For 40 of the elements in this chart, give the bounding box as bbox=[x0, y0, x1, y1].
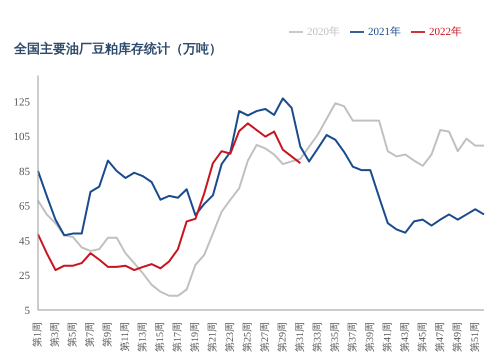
y-tick-label: 85 bbox=[19, 166, 30, 178]
x-tick-label: 第7周 bbox=[84, 322, 96, 347]
x-tick-label: 第43周 bbox=[398, 322, 411, 352]
chart-title: 全国主要油厂豆粕库存统计（万吨） bbox=[14, 40, 222, 58]
y-tick-label: 45 bbox=[19, 235, 30, 248]
x-tick-label: 第23周 bbox=[224, 322, 236, 352]
line-series bbox=[37, 102, 485, 297]
x-tick-label: 第17周 bbox=[171, 322, 184, 352]
x-tick-label: 第45周 bbox=[416, 322, 428, 352]
y-tick-label: 105 bbox=[14, 131, 30, 144]
x-tick-label: 第25周 bbox=[241, 322, 254, 352]
x-tick-label: 第39周 bbox=[364, 322, 376, 352]
x-tick-label: 第49周 bbox=[451, 322, 464, 352]
x-tick-label: 第51周 bbox=[468, 322, 481, 352]
legend-label: 2021年 bbox=[368, 26, 401, 38]
x-tick-label: 第41周 bbox=[381, 322, 394, 352]
x-tick-label: 第9周 bbox=[101, 322, 114, 347]
x-tick-label: 第19周 bbox=[188, 322, 201, 352]
x-tick-label: 第11周 bbox=[118, 322, 131, 352]
line-series bbox=[37, 97, 485, 236]
line-series bbox=[37, 122, 302, 272]
x-tick-label: 第47周 bbox=[434, 322, 446, 352]
legend-label: 2020年 bbox=[307, 26, 340, 38]
y-tick-label: 5 bbox=[24, 304, 30, 317]
x-tick-label: 第35周 bbox=[328, 322, 341, 352]
y-tick-label: 25 bbox=[19, 270, 30, 282]
x-tick-label: 第13周 bbox=[136, 322, 148, 352]
x-tick-label: 第33周 bbox=[311, 322, 324, 352]
x-tick-label: 第27周 bbox=[258, 322, 271, 352]
x-tick-label: 第21周 bbox=[206, 322, 218, 352]
x-tick-label: 第3周 bbox=[48, 322, 61, 347]
y-tick-label: 65 bbox=[19, 200, 30, 213]
x-tick-label: 第1周 bbox=[32, 322, 44, 347]
y-tick-label: 125 bbox=[14, 96, 30, 108]
x-tick-label: 第5周 bbox=[66, 322, 78, 347]
x-tick-label: 第37周 bbox=[346, 322, 358, 352]
x-tick-label: 第29周 bbox=[276, 322, 288, 352]
x-tick-label: 第31周 bbox=[294, 322, 306, 352]
x-tick-label: 第15周 bbox=[154, 322, 166, 352]
legend-label: 2022年 bbox=[429, 26, 462, 38]
